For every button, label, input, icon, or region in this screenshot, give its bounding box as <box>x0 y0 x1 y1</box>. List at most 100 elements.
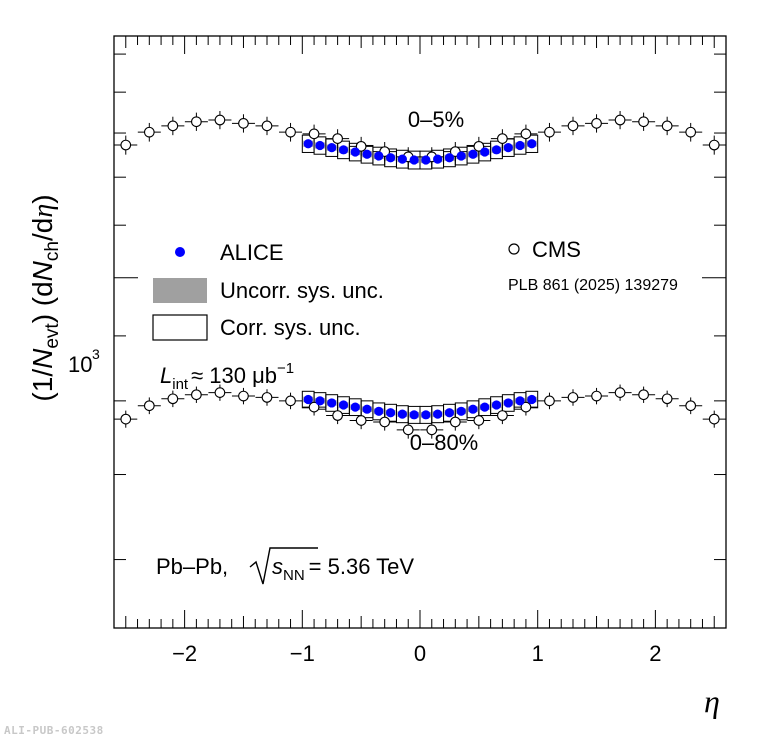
alice-point <box>315 396 325 406</box>
cms-point <box>285 395 296 407</box>
cms-point <box>708 413 720 425</box>
alice-point <box>480 147 490 157</box>
alice-point <box>491 145 502 155</box>
alice-point <box>362 149 372 159</box>
alice-point <box>315 140 325 151</box>
x-tick-label: −2 <box>172 641 197 666</box>
label-central: 0–5% <box>408 107 464 132</box>
cms-point <box>638 389 649 401</box>
alice-point <box>456 406 466 416</box>
cms-point <box>449 416 461 428</box>
alice-point <box>444 153 455 163</box>
cms-point <box>497 410 508 421</box>
y-axis <box>114 53 726 561</box>
luminosity-label: Lint ≈ 130 μb−1 <box>160 360 294 393</box>
alice-point <box>491 400 502 410</box>
cms-point <box>285 126 296 138</box>
cms-point <box>708 139 720 151</box>
legend-corr-box <box>152 314 208 341</box>
cms-point <box>308 401 320 413</box>
alice-point <box>374 151 384 161</box>
cms-point <box>355 140 367 152</box>
legend-uncorr-box <box>153 278 207 303</box>
energy-label: sNN = 5.36 TeV <box>272 554 414 584</box>
cms-point <box>238 118 249 129</box>
legend-alice-label: ALICE <box>220 240 284 265</box>
cms-point <box>261 120 273 132</box>
cms-point <box>473 415 485 426</box>
alice-point <box>303 394 313 405</box>
sqrt-symbol <box>249 547 318 585</box>
alice-point <box>515 140 525 151</box>
cms-point <box>614 114 626 126</box>
cms-point <box>614 387 626 399</box>
alice-point <box>503 143 513 153</box>
alice-point <box>409 410 419 420</box>
x-tick-label: 1 <box>532 641 544 666</box>
cms-point <box>143 400 155 412</box>
cms-point <box>520 128 532 140</box>
legend-cms-marker <box>508 243 520 255</box>
alice-point <box>374 406 384 416</box>
cms-point <box>520 401 532 413</box>
alice-point <box>433 154 443 164</box>
cms-point <box>120 139 132 151</box>
cms-point <box>167 393 179 405</box>
y-tick-label-exponent: 3 <box>92 346 100 362</box>
legend: ALICE Uncorr. sys. unc. Corr. sys. unc. … <box>152 237 678 341</box>
alice-point <box>397 154 407 164</box>
alice-point <box>433 409 443 419</box>
alice-point <box>515 396 525 406</box>
cms-point <box>143 126 155 138</box>
cms-point <box>308 128 320 140</box>
cms-point <box>473 140 485 152</box>
legend-uncorr-label: Uncorr. sys. unc. <box>220 278 384 303</box>
x-tick-label: 2 <box>649 641 661 666</box>
cms-point <box>191 389 202 401</box>
cms-point <box>214 114 226 126</box>
x-axis: −2 −1 0 1 2 <box>125 36 715 666</box>
label-minbias: 0–80% <box>410 430 479 455</box>
alice-point <box>338 400 349 410</box>
cms-point <box>591 390 602 402</box>
alice-point <box>468 149 478 159</box>
cms-point <box>332 133 343 144</box>
cms-point <box>332 410 343 421</box>
alice-point <box>338 145 349 155</box>
alice-point <box>409 155 419 165</box>
alice-point <box>397 409 407 419</box>
cms-point <box>567 392 579 403</box>
cms-point <box>191 116 202 128</box>
alice-point <box>503 398 513 408</box>
alice-point <box>362 404 372 414</box>
y-axis-label: (1/Nevt) (dNch/dη) <box>27 194 63 401</box>
legend-corr-label: Corr. sys. unc. <box>220 315 361 340</box>
publication-id: ALI-PUB-602538 <box>4 724 104 737</box>
alice-point <box>468 404 478 414</box>
alice-point <box>421 155 431 165</box>
collision-system-label: Pb–Pb, <box>156 554 228 579</box>
alice-point <box>385 153 396 163</box>
cms-point <box>379 416 391 428</box>
cms-point <box>261 392 273 403</box>
cms-point <box>497 133 508 144</box>
cms-point <box>238 390 249 402</box>
alice-point <box>527 139 537 149</box>
alice-point <box>527 394 537 405</box>
cms-point <box>214 387 226 399</box>
cms-point <box>591 118 602 129</box>
cms-point <box>544 126 555 138</box>
legend-alice-marker <box>175 247 185 257</box>
cms-point <box>661 393 673 405</box>
alice-point <box>327 398 337 408</box>
cms-point <box>426 424 438 436</box>
cms-point <box>661 120 673 132</box>
alice-point <box>350 147 360 157</box>
cms-point <box>355 415 367 426</box>
x-tick-label: −1 <box>290 641 315 666</box>
cms-point <box>120 413 132 425</box>
cms-point <box>167 120 179 132</box>
alice-point <box>480 402 490 412</box>
alice-point <box>421 410 431 420</box>
